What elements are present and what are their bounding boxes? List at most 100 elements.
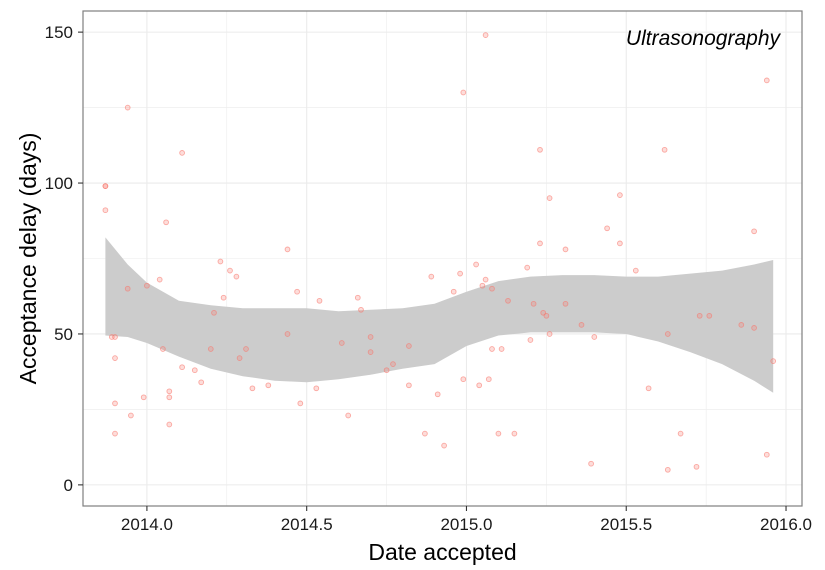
data-point — [527, 337, 534, 343]
data-point — [422, 430, 428, 437]
data-point — [294, 288, 300, 295]
data-point — [233, 273, 240, 280]
data-point — [537, 146, 543, 153]
data-point — [434, 391, 441, 398]
data-point — [664, 466, 671, 473]
data-point — [313, 385, 320, 392]
y-tick-label: 100 — [45, 174, 73, 193]
data-point — [485, 376, 492, 383]
data-point — [265, 382, 272, 389]
data-point — [489, 346, 495, 352]
data-point — [284, 246, 291, 253]
data-point — [617, 192, 623, 198]
data-point — [489, 285, 495, 292]
data-point — [770, 358, 777, 364]
axes: 2014.0 2014.5 2015.0 2015.5 2016.0 0 50 100 150 — [45, 23, 812, 534]
data-point — [543, 312, 550, 319]
data-point — [166, 394, 173, 401]
data-point — [198, 379, 205, 386]
y-tick-label: 0 — [64, 476, 73, 495]
data-point — [179, 364, 185, 371]
data-point — [546, 195, 553, 201]
data-point — [473, 261, 479, 268]
data-point — [693, 463, 700, 470]
data-point — [191, 367, 198, 374]
x-tick-label: 2015.5 — [600, 515, 652, 534]
plot-border — [82, 10, 803, 507]
data-point — [562, 246, 569, 253]
confidence-ribbon — [105, 237, 774, 393]
data-point — [144, 282, 150, 289]
data-point — [236, 355, 243, 361]
data-point — [297, 400, 304, 407]
data-point — [763, 451, 770, 458]
data-point — [505, 297, 511, 304]
data-point — [406, 343, 412, 349]
data-point — [537, 240, 543, 247]
data-point — [140, 394, 147, 401]
x-tick-label: 2014.5 — [281, 515, 333, 534]
data-point — [738, 322, 745, 328]
data-point — [588, 460, 594, 467]
data-point — [751, 325, 757, 331]
data-points — [102, 32, 777, 473]
data-point — [530, 300, 537, 307]
data-point — [604, 225, 610, 232]
data-point — [632, 267, 639, 274]
data-point — [460, 376, 467, 383]
data-point — [450, 288, 457, 295]
data-point — [284, 331, 291, 337]
data-point — [112, 430, 118, 437]
data-point — [645, 385, 652, 392]
data-point — [163, 219, 169, 226]
data-point — [128, 412, 134, 419]
data-point — [406, 382, 412, 389]
x-axis-title: Date accepted — [368, 539, 516, 565]
data-point — [211, 309, 217, 316]
data-point — [479, 282, 486, 289]
data-point — [482, 276, 489, 283]
data-point — [358, 306, 364, 313]
data-point — [367, 334, 374, 340]
data-point — [524, 264, 531, 271]
y-tick-label: 50 — [54, 325, 73, 344]
data-point — [227, 267, 233, 274]
data-point — [617, 240, 623, 247]
data-point — [102, 183, 109, 189]
data-point — [482, 32, 489, 38]
data-point — [354, 294, 361, 301]
data-point — [124, 104, 131, 111]
data-point — [511, 430, 518, 437]
data-point — [706, 312, 713, 319]
data-point — [112, 355, 118, 361]
data-point — [220, 294, 227, 301]
data-point — [476, 382, 483, 389]
x-tick-label: 2014.0 — [121, 515, 173, 534]
data-point — [664, 331, 671, 337]
data-point — [179, 150, 185, 156]
data-point — [677, 430, 684, 437]
data-point — [345, 412, 352, 419]
data-point — [428, 273, 435, 280]
data-point — [578, 322, 585, 328]
data-point — [546, 331, 553, 337]
data-point — [108, 334, 115, 340]
data-point — [166, 388, 173, 395]
x-tick-label: 2015.0 — [440, 515, 492, 534]
data-point — [457, 270, 463, 277]
data-point — [217, 258, 224, 265]
data-point — [562, 300, 569, 307]
data-point — [751, 228, 757, 235]
data-point — [160, 346, 166, 352]
data-point — [495, 430, 502, 437]
data-point — [383, 367, 390, 374]
data-point — [460, 89, 467, 96]
x-tick-label: 2016.0 — [760, 515, 812, 534]
y-axis-title: Acceptance delay (days) — [15, 133, 41, 385]
data-point — [316, 297, 323, 304]
y-tick-label: 150 — [45, 23, 73, 42]
data-point — [367, 349, 374, 355]
data-point — [591, 334, 598, 340]
data-point — [390, 361, 396, 367]
